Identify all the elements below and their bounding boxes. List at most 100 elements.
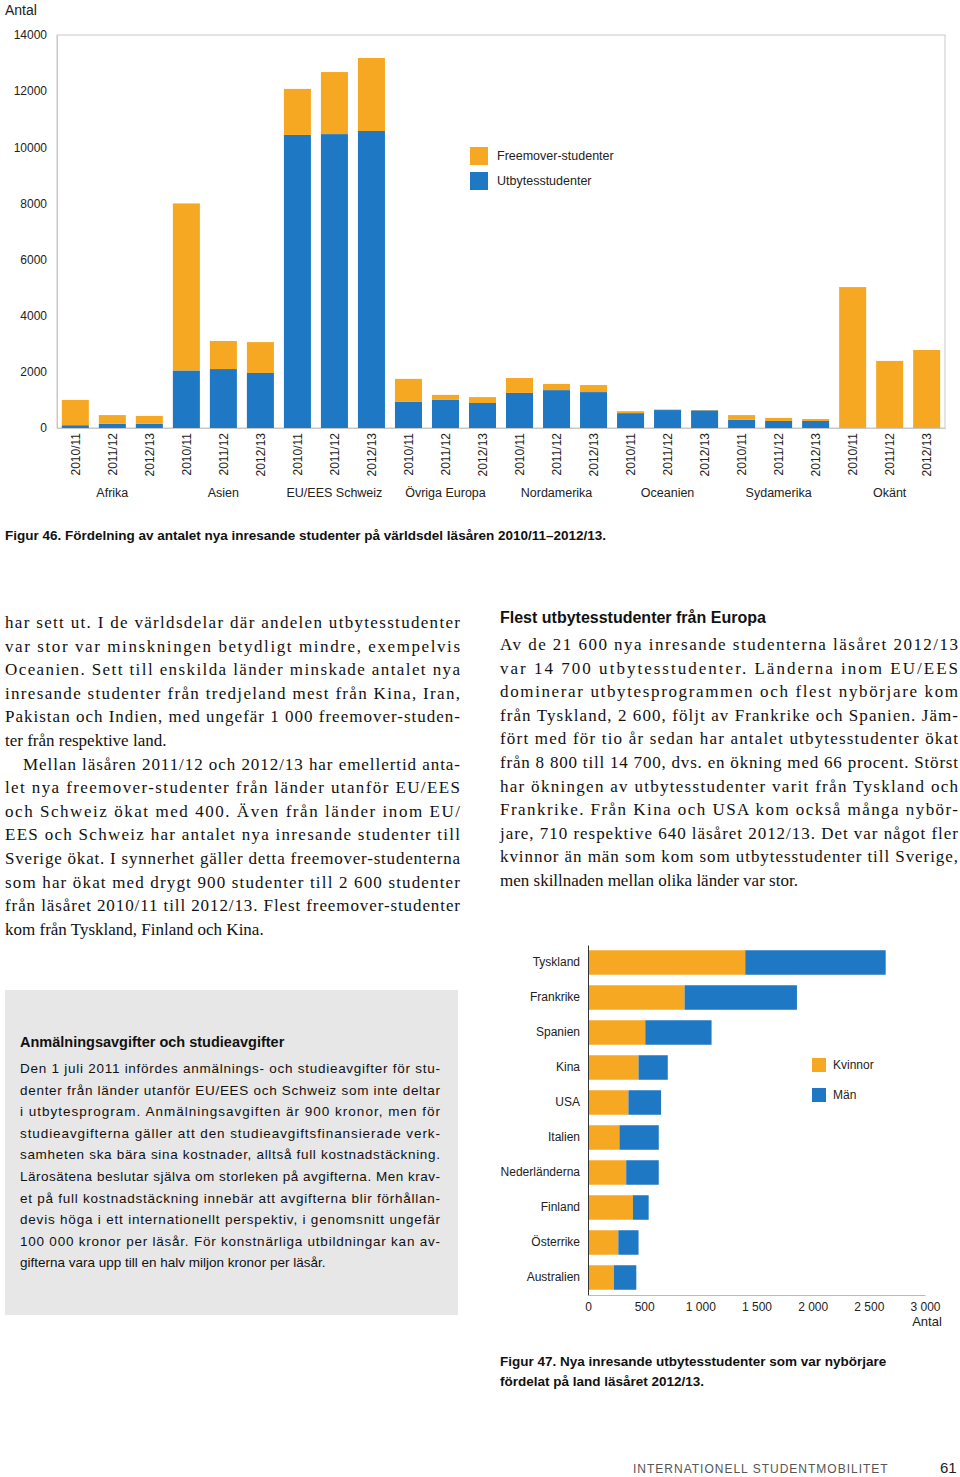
- tick-label: Frankrike: [530, 990, 580, 1004]
- tick: 2010/11: [402, 428, 416, 476]
- tick-label: Nederländerna: [501, 1165, 581, 1179]
- tick: Tyskland: [533, 955, 588, 969]
- tick-label: 2012/13: [143, 433, 157, 477]
- text-line: från 8 800 till 14 700, dvs. en ökning m…: [500, 753, 958, 772]
- bar: [588, 1230, 618, 1255]
- tick-label: 2012/13: [698, 433, 712, 477]
- tick-label: Österrike: [531, 1235, 580, 1249]
- tick: 1 500: [742, 1295, 772, 1314]
- tick: 2012/13: [365, 428, 379, 476]
- tick: 2012/13: [143, 428, 157, 476]
- tick: Italien: [548, 1130, 588, 1144]
- bar: [210, 341, 237, 369]
- tick-label: 3 000: [910, 1300, 940, 1314]
- bar: [913, 350, 940, 428]
- text-line: Frankrike. Från Kina och USA kom också m…: [500, 800, 958, 819]
- legend-label: Män: [833, 1088, 856, 1102]
- bar: [543, 390, 570, 428]
- bar: [654, 409, 681, 411]
- series: [62, 131, 829, 428]
- tick: 2010/11: [735, 428, 749, 476]
- tick: 2 500: [854, 1295, 884, 1314]
- text-line: Lärosätena beslutar själva om storleken …: [20, 1169, 440, 1184]
- footer: INTERNATIONELL STUDENTMOBILITET61: [633, 1459, 957, 1476]
- series: [62, 58, 940, 428]
- tick-label: 2000: [20, 365, 47, 379]
- bar: [588, 1125, 619, 1150]
- bar: [469, 403, 496, 428]
- tick-label: 2012/13: [254, 433, 268, 477]
- bar: [617, 411, 644, 413]
- tick: 1 000: [686, 1295, 716, 1314]
- tick: 2010/11: [624, 428, 638, 476]
- text-line: och Schweiz ökat med 400. Även från länd…: [5, 802, 460, 821]
- legend-label: Freemover-studenter: [497, 149, 614, 163]
- tick-label: 2010/11: [846, 433, 860, 476]
- tick: Österrike: [531, 1235, 588, 1249]
- tick-label: 2012/13: [587, 433, 601, 477]
- tick-label: 2010/11: [180, 433, 194, 476]
- bar: [691, 410, 718, 428]
- axis-line: [57, 36, 58, 429]
- bar: [588, 1020, 645, 1045]
- tick: 0: [585, 1295, 592, 1314]
- text-line: Av de 21 600 nya inresande studenterna l…: [500, 635, 958, 654]
- tick-label: USA: [555, 1095, 580, 1109]
- tick: 3 000: [910, 1295, 940, 1314]
- text-line: devis höga i ett internationellt perspek…: [20, 1212, 441, 1227]
- bar: [173, 203, 200, 370]
- tick-label: 10000: [14, 141, 48, 155]
- bar: [210, 369, 237, 428]
- tick: Spanien: [536, 1025, 588, 1039]
- bar: [765, 418, 792, 421]
- text-line: som har ökat med drygt 900 studenter til…: [5, 873, 460, 892]
- box-background: [5, 990, 458, 1315]
- text-line: men skillnaden mellan olika länder var s…: [500, 871, 798, 890]
- tick-label: 2011/12: [550, 433, 564, 476]
- tick: Nederländerna: [501, 1165, 588, 1179]
- group-label: Afrika: [96, 486, 128, 500]
- bar: [728, 415, 755, 420]
- chart-47: TysklandFrankrikeSpanienKinaUSAItalienNe…: [500, 946, 942, 1390]
- x-axis: 05001 0001 5002 0002 5003 000: [585, 1295, 941, 1314]
- tick: 2011/12: [661, 428, 675, 476]
- bar: [321, 134, 348, 428]
- tick-label: Spanien: [536, 1025, 580, 1039]
- tick: 2011/12: [439, 428, 453, 476]
- group-label: Sydamerika: [746, 486, 812, 500]
- legend-swatch: [470, 147, 488, 165]
- axis-line: [588, 946, 589, 1296]
- tick-label: 2 500: [854, 1300, 884, 1314]
- tick-label: 2010/11: [735, 433, 749, 476]
- tick-label: 2012/13: [365, 433, 379, 477]
- bar: [619, 1125, 658, 1150]
- text-line: från Tyskland, 2 600, följt av Frankrike…: [500, 706, 958, 725]
- bar: [284, 135, 311, 428]
- tick-label: Italien: [548, 1130, 580, 1144]
- tick-label: 12000: [14, 84, 48, 98]
- tick: 12000: [14, 84, 57, 98]
- bars: [62, 58, 940, 428]
- bar: [432, 395, 459, 400]
- tick: 2 000: [798, 1295, 828, 1314]
- bar: [588, 1195, 633, 1220]
- x-axis: 2010/11 2011/12 2012/13 2010/11 2011/12 2012/…: [58, 428, 946, 476]
- tick: USA: [555, 1095, 588, 1109]
- bar: [358, 131, 385, 428]
- tick-label: 2011/12: [883, 433, 897, 476]
- plot-frame: [57, 35, 945, 428]
- bar: [839, 287, 866, 428]
- tick-label: 2010/11: [291, 433, 305, 476]
- x-axis-title: Antal: [912, 1314, 942, 1329]
- bar: [639, 1055, 668, 1080]
- text-line: gifterna vara upp till en halv miljon kr…: [20, 1255, 325, 1270]
- tick-label: 2012/13: [809, 433, 823, 477]
- tick: 2012/13: [698, 428, 712, 476]
- tick: 2010/11: [846, 428, 860, 476]
- tick: 8000: [20, 197, 57, 211]
- text-line: Mellan läsåren 2011/12 och 2012/13 har e…: [23, 755, 460, 774]
- bar: [588, 1055, 639, 1080]
- y-axis: TysklandFrankrikeSpanienKinaUSAItalienNe…: [501, 946, 589, 1296]
- bars: [588, 950, 886, 1290]
- tick-label: 8000: [20, 197, 47, 211]
